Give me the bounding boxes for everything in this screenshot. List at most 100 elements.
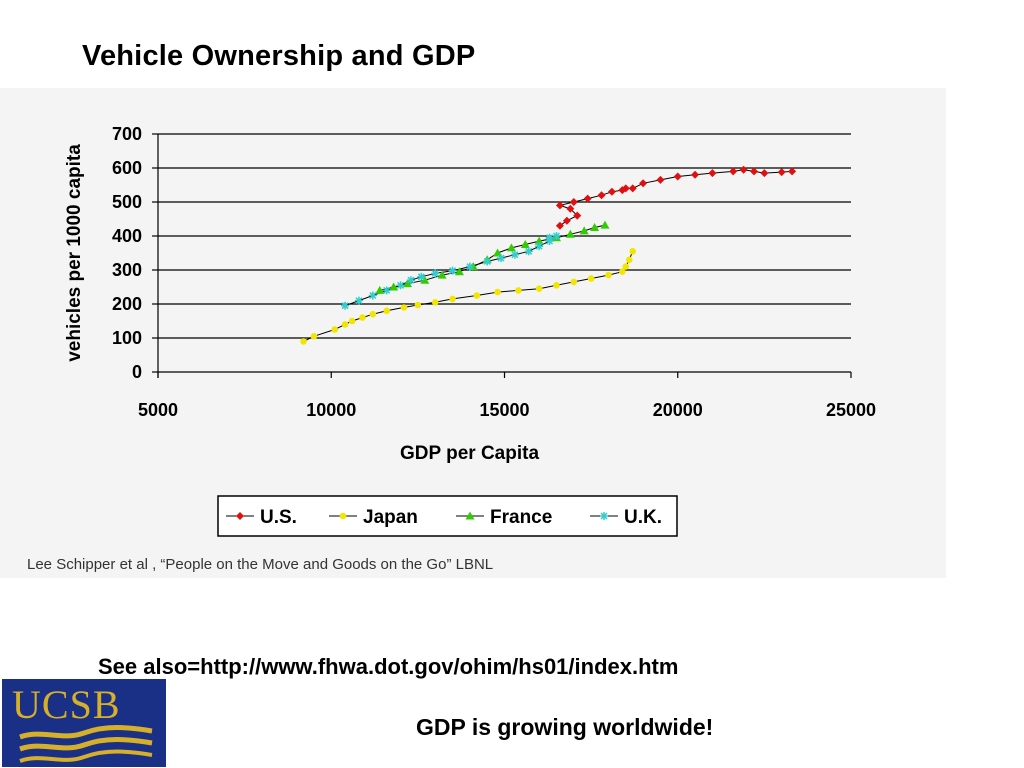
data-point-3: [341, 301, 350, 310]
y-tick-label: 300: [112, 260, 142, 280]
blank-patch: [689, 641, 903, 666]
chart-panel: 0 100 200 300 400 500 600 700 5000 10000 15000 2000…: [0, 88, 946, 666]
ucsb-logo: UCSB: [2, 679, 166, 767]
data-point-0: [673, 172, 682, 181]
logo-text: UCSB: [12, 682, 121, 727]
data-point-0: [555, 221, 564, 230]
data-point-0: [607, 187, 616, 196]
data-point-0: [628, 184, 637, 193]
y-tick-label: 600: [112, 158, 142, 178]
data-point-1: [535, 285, 543, 293]
legend-marker: [339, 512, 347, 520]
data-point-3: [510, 250, 519, 259]
data-point-1: [331, 326, 339, 333]
data-point-0: [621, 184, 630, 193]
legend-marker: [236, 512, 244, 520]
data-point-1: [359, 314, 366, 321]
citation: Lee Schipper et al , “People on the Move…: [27, 556, 494, 573]
legend-label: U.S.: [260, 507, 297, 528]
data-point-1: [629, 248, 637, 255]
data-point-3: [545, 233, 554, 242]
legend-marker: [600, 512, 608, 520]
legend-marker: [465, 511, 475, 520]
logo-waves: [19, 725, 153, 763]
data-point-0: [691, 170, 700, 179]
data-point-2: [600, 220, 610, 229]
data-point-0: [555, 201, 564, 210]
data-point-0: [760, 169, 769, 178]
data-point-0: [777, 168, 786, 177]
data-point-0: [729, 167, 738, 176]
data-point-2: [565, 229, 575, 238]
data-point-0: [583, 194, 592, 203]
data-point-2: [402, 279, 412, 288]
x-tick-label: 20000: [653, 400, 703, 420]
legend-label: France: [490, 507, 552, 528]
data-point-1: [619, 268, 626, 276]
data-point-2: [506, 243, 516, 252]
data-point-1: [310, 333, 318, 340]
data-point-2: [389, 282, 399, 291]
data-point-1: [622, 263, 630, 270]
data-point-1: [431, 299, 439, 306]
data-point-1: [605, 271, 612, 279]
data-point-1: [570, 278, 578, 286]
data-point-0: [562, 216, 571, 225]
data-point-0: [708, 169, 717, 178]
data-point-1: [369, 310, 377, 318]
legend-label: U.K.: [624, 507, 662, 528]
data-point-2: [590, 223, 600, 231]
see-also-link[interactable]: See also=http://www.fhwa.dot.gov/ohim/hs…: [98, 654, 679, 679]
data-point-0: [656, 175, 665, 184]
data-point-0: [639, 179, 648, 188]
y-tick-label: 200: [112, 294, 142, 314]
data-point-2: [534, 236, 544, 245]
data-point-0: [597, 191, 606, 200]
y-tick-label: 700: [112, 124, 142, 144]
data-point-2: [579, 226, 589, 235]
data-point-1: [494, 288, 501, 296]
data-point-2: [420, 275, 430, 284]
data-point-3: [524, 247, 533, 256]
y-tick-label: 0: [132, 362, 142, 382]
data-point-3: [535, 242, 544, 251]
data-point-0: [788, 167, 797, 176]
data-point-2: [454, 267, 464, 276]
data-point-0: [739, 165, 748, 174]
data-point-1: [449, 295, 456, 303]
data-point-1: [473, 292, 481, 299]
slide-title: Vehicle Ownership and GDP: [82, 40, 476, 72]
data-point-1: [383, 307, 390, 315]
data-point-0: [569, 198, 578, 206]
data-point-1: [300, 338, 307, 345]
data-point-1: [515, 287, 522, 294]
data-point-1: [587, 275, 595, 282]
data-point-2: [493, 248, 503, 257]
data-point-0: [566, 204, 575, 213]
vehicle-gdp-chart: 0 100 200 300 400 500 600 700 5000 10000 15000 2000…: [64, 124, 876, 537]
data-point-3: [431, 269, 440, 278]
data-point-2: [375, 285, 385, 294]
x-axis-label: GDP per Capita: [400, 443, 539, 464]
data-point-3: [417, 272, 426, 281]
y-tick-label: 400: [112, 226, 142, 246]
data-point-1: [625, 256, 633, 264]
data-point-3: [497, 254, 506, 263]
data-point-2: [437, 270, 447, 279]
legend-label: Japan: [363, 507, 418, 528]
data-point-1: [400, 304, 408, 311]
y-axis-label: vehicles per 1000 capita: [64, 144, 85, 362]
data-point-3: [396, 281, 405, 290]
data-point-1: [341, 321, 349, 328]
y-tick-label: 100: [112, 328, 142, 348]
data-point-1: [553, 282, 560, 289]
x-tick-label: 25000: [826, 400, 876, 420]
data-point-0: [749, 167, 758, 176]
x-tick-label: 5000: [138, 400, 178, 420]
data-point-3: [406, 276, 415, 285]
data-point-3: [354, 296, 363, 305]
tagline: GDP is growing worldwide!: [416, 714, 714, 740]
x-tick-label: 10000: [306, 400, 356, 420]
data-point-3: [465, 262, 474, 271]
data-point-0: [573, 211, 582, 220]
